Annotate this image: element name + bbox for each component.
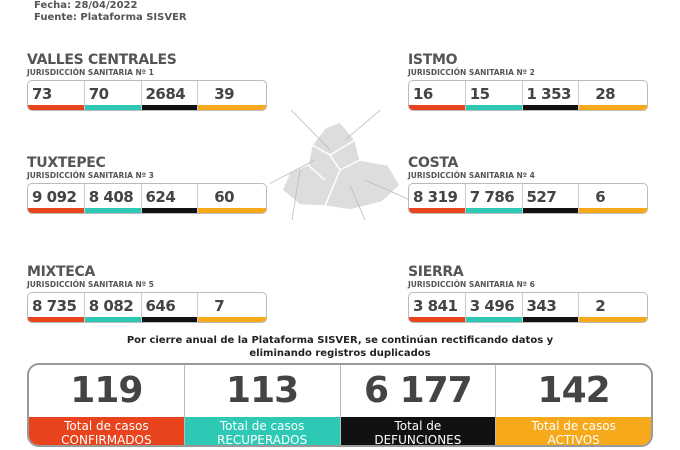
value: 6	[595, 188, 606, 206]
value: 7 786	[469, 188, 515, 206]
value: 3 841	[413, 297, 458, 315]
region-tuxtepec: TUXTEPEC JURISDICCIÓN SANITARIA Nº 3 9 0…	[27, 156, 267, 214]
value: 8 082	[88, 297, 134, 315]
total-defunciones: 6 177 Total de DEFUNCIONES	[340, 365, 497, 447]
recuperados-value: 7 786	[465, 184, 523, 213]
value: 9 092	[32, 188, 77, 206]
label-line: Total de casos	[64, 419, 149, 433]
date-label: Fecha: 28/04/2022	[34, 0, 138, 11]
confirmados-value: 8 735	[28, 293, 85, 322]
disclaimer-note: Por cierre anual de la Plataforma SISVER…	[0, 334, 680, 360]
value: 28	[595, 85, 616, 103]
region-stats: 3 841 3 496 343 2	[408, 292, 648, 323]
value: 3 496	[469, 297, 515, 315]
region-valles-centrales: VALLES CENTRALES JURISDICCIÓN SANITARIA …	[27, 53, 267, 111]
label-line: Total de casos	[219, 419, 305, 433]
region-stats: 8 735 8 082 646 7	[27, 292, 267, 323]
value: 2	[595, 297, 606, 315]
label-line: Total de casos	[531, 419, 616, 433]
total-value: 6 177	[364, 370, 473, 411]
defunciones-value: 646	[141, 293, 199, 322]
confirmados-value: 8 319	[409, 184, 466, 213]
region-stats: 8 319 7 786 527 6	[408, 183, 648, 214]
activos-value: 6	[579, 184, 647, 213]
label-line: CONFIRMADOS	[61, 433, 152, 447]
recuperados-value: 15 339	[465, 81, 523, 110]
total-label: Total de DEFUNCIONES	[340, 417, 496, 447]
region-stats: 73 119 70 396 2684 39	[27, 80, 267, 111]
confirmados-value: 3 841	[409, 293, 466, 322]
value: 60	[214, 188, 235, 206]
value: 646	[145, 297, 176, 315]
value: 527	[526, 188, 557, 206]
region-name: VALLES CENTRALES	[27, 52, 177, 68]
total-label: Total de casos CONFIRMADOS	[29, 417, 184, 447]
note-line: Por cierre anual de la Plataforma SISVER…	[126, 335, 554, 346]
total-value: 119 826	[70, 370, 143, 445]
defunciones-value: 527	[522, 184, 580, 213]
region-subtitle: JURISDICCIÓN SANITARIA Nº 2	[408, 68, 535, 77]
recuperados-value: 3 496	[465, 293, 523, 322]
activos-value: 60	[198, 184, 266, 213]
total-label: Total de casos ACTIVOS	[496, 417, 651, 447]
label-line: DEFUNCIONES	[374, 433, 462, 447]
region-name: SIERRA	[408, 264, 464, 280]
region-name: COSTA	[408, 155, 459, 171]
value: 8 319	[413, 188, 458, 206]
total-value: 142	[537, 370, 611, 411]
region-stats: 9 092 8 408 624 60	[27, 183, 267, 214]
activos-value: 7	[198, 293, 266, 322]
region-subtitle: JURISDICCIÓN SANITARIA Nº 5	[27, 280, 154, 289]
label-line: RECUPERADOS	[216, 433, 308, 447]
value: 8 408	[88, 188, 134, 206]
source-label: Fuente: Plataforma SISVER	[34, 12, 187, 23]
total-label: Total de casos RECUPERADOS	[184, 417, 340, 447]
header-info: Fecha: 28/04/2022 Fuente: Plataforma SIS…	[34, 0, 187, 24]
oaxaca-map-icon	[270, 110, 411, 220]
region-mixteca: MIXTECA JURISDICCIÓN SANITARIA Nº 5 8 73…	[27, 265, 267, 323]
value: 343	[526, 297, 557, 315]
region-subtitle: JURISDICCIÓN SANITARIA Nº 1	[27, 68, 154, 77]
note-line: eliminando registros duplicados	[249, 348, 431, 359]
region-subtitle: JURISDICCIÓN SANITARIA Nº 3	[27, 171, 154, 180]
region-subtitle: JURISDICCIÓN SANITARIA Nº 4	[408, 171, 535, 180]
region-costa: COSTA JURISDICCIÓN SANITARIA Nº 4 8 319 …	[408, 156, 648, 214]
activos-value: 39	[198, 81, 266, 110]
defunciones-value: 343	[522, 293, 580, 322]
recuperados-value: 8 408	[84, 184, 142, 213]
defunciones-value: 624	[141, 184, 199, 213]
confirmados-value: 73 119	[28, 81, 85, 110]
total-activos: 142 Total de casos ACTIVOS	[496, 365, 651, 445]
total-value: 113 507	[226, 370, 299, 445]
region-name: TUXTEPEC	[27, 155, 106, 171]
value: 39	[214, 85, 235, 103]
value: 7	[214, 297, 225, 315]
label-line: ACTIVOS	[547, 433, 600, 447]
activos-value: 2	[579, 293, 647, 322]
value: 2684	[145, 85, 186, 103]
confirmados-value: 16 720	[409, 81, 466, 110]
region-name: MIXTECA	[27, 264, 96, 280]
value: 8 735	[32, 297, 77, 315]
region-subtitle: JURISDICCIÓN SANITARIA Nº 6	[408, 280, 535, 289]
recuperados-value: 8 082	[84, 293, 142, 322]
region-stats: 16 720 15 339 1 353 28	[408, 80, 648, 111]
label-line: Total de	[394, 419, 442, 433]
recuperados-value: 70 396	[84, 81, 142, 110]
confirmados-value: 9 092	[28, 184, 85, 213]
activos-value: 28	[579, 81, 647, 110]
value: 624	[145, 188, 176, 206]
region-sierra: SIERRA JURISDICCIÓN SANITARIA Nº 6 3 841…	[408, 265, 648, 323]
value: 1 353	[526, 85, 572, 103]
defunciones-value: 1 353	[522, 81, 580, 110]
defunciones-value: 2684	[141, 81, 199, 110]
region-name: ISTMO	[408, 52, 458, 68]
region-istmo: ISTMO JURISDICCIÓN SANITARIA Nº 2 16 720…	[408, 53, 648, 111]
